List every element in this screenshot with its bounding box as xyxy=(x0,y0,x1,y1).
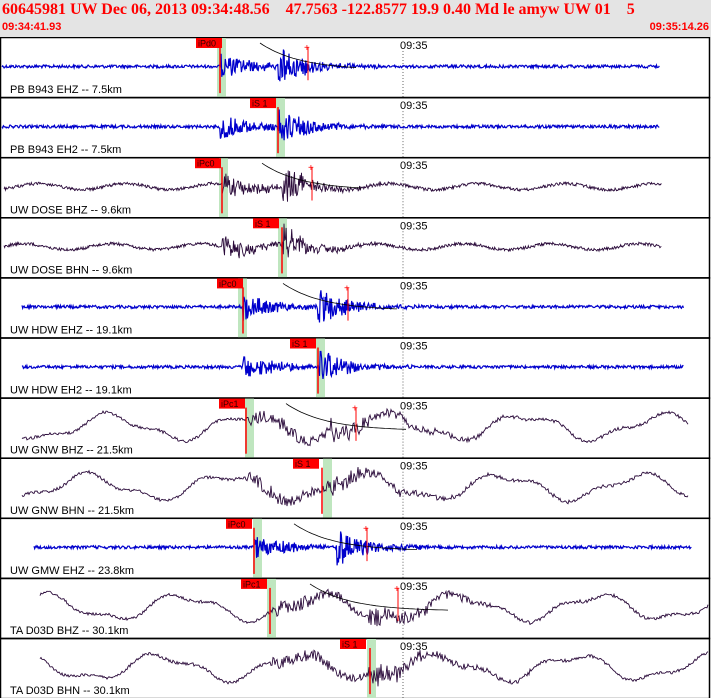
pick-tag-label: iS 1 xyxy=(255,219,271,229)
pick-tag-box[interactable] xyxy=(226,518,252,529)
station-label: UW DOSE BHZ -- 9.6km xyxy=(10,204,131,216)
waveform-trace xyxy=(1,109,660,141)
pick-tag-box[interactable] xyxy=(241,578,267,589)
window-start-time: 09:34:41.93 xyxy=(2,21,62,33)
trace-panel: 09:35 + iPc0 UW GMW EHZ -- 23.8km xyxy=(0,517,711,580)
pick-tag-label: iPc0 xyxy=(219,279,237,289)
waveform-trace xyxy=(33,531,692,566)
trace-panel: 09:35+ iPc1 TA D03D BHZ -- 30.1km xyxy=(0,577,711,640)
pick-tag-label: iS 1 xyxy=(292,339,308,349)
station-label: TA D03D BHZ -- 30.1km xyxy=(10,625,128,637)
station-label: UW GMW EHZ -- 23.8km xyxy=(10,565,134,577)
amplitude-plus-marker: + xyxy=(394,584,400,595)
station-label: PB B943 EH2 -- 7.5km xyxy=(10,144,121,156)
time-mark-label: 09:35 xyxy=(400,100,428,112)
window-end-time: 09:35:14.26 xyxy=(649,21,709,33)
waveform-trace xyxy=(1,49,660,82)
station-label: UW GNW BHZ -- 21.5km xyxy=(10,445,133,457)
trace-panel: 09:35 + iPc1 UW GNW BHZ -- 21.5km xyxy=(0,397,711,459)
trace-panel: 09:35 iS 1 UW DOSE BHN -- 9.6km xyxy=(0,217,711,279)
waveform-trace xyxy=(21,466,689,507)
pick-tag-label: iS 1 xyxy=(342,640,358,650)
trace-panel: 09:35 iS 1 PB B943 EH2 -- 7.5km xyxy=(0,96,711,159)
time-mark-label: 09:35 xyxy=(400,461,428,473)
pick-window xyxy=(367,639,376,698)
trace-panel: 09:35 + iPc0 UW HDW EHZ -- 19.1km xyxy=(0,277,711,339)
pick-tag-box[interactable] xyxy=(196,38,222,48)
event-header: 60645981 UW Dec 06, 2013 09:34:48.56 47.… xyxy=(0,0,711,37)
pick-tag-label: iS 1 xyxy=(295,459,311,469)
amplitude-plus-marker: + xyxy=(352,404,358,415)
station-label: UW DOSE BHN -- 9.6km xyxy=(10,264,132,276)
waveform-trace xyxy=(21,290,685,323)
pick-tag-box[interactable] xyxy=(217,278,243,289)
station-label: TA D03D BHN -- 30.1km xyxy=(10,685,130,697)
pick-tag-box[interactable] xyxy=(219,398,245,409)
amplitude-plus-marker: + xyxy=(304,43,310,54)
waveform-trace xyxy=(3,223,662,259)
pick-tag-box[interactable] xyxy=(253,218,279,229)
waveform-trace xyxy=(39,588,709,627)
time-mark-label: 09:35 xyxy=(400,521,428,533)
station-label: PB B943 EHZ -- 7.5km xyxy=(10,84,122,96)
event-title: 60645981 UW Dec 06, 2013 09:34:48.56 47.… xyxy=(2,1,635,18)
pick-tag-label: iPd0 xyxy=(198,39,216,49)
pick-tag-box[interactable] xyxy=(195,158,221,169)
pick-window xyxy=(323,458,332,518)
pick-tag-label: iPc1 xyxy=(221,399,239,409)
pick-tag-label: iPc0 xyxy=(197,159,215,169)
trace-panel: 09:35 iS 1 UW HDW EH2 -- 19.1km xyxy=(0,337,711,399)
time-mark-label: 09:35 xyxy=(400,401,428,413)
time-mark-label: 09:35 xyxy=(400,341,428,353)
time-mark-label: 09:35 xyxy=(400,641,428,653)
pick-tag-label: iPc0 xyxy=(228,519,246,529)
pick-tag-label: iPc1 xyxy=(243,579,261,589)
time-mark-label: 09:35 xyxy=(400,280,428,292)
panel-frame xyxy=(0,637,711,698)
pick-tag-label: iS 1 xyxy=(252,99,268,109)
station-label: UW GNW BHN -- 21.5km xyxy=(10,505,134,517)
pick-tag-box[interactable] xyxy=(290,338,316,349)
time-mark-label: 09:35 xyxy=(400,160,428,172)
time-mark-label: 09:35 xyxy=(400,581,428,593)
coda-decay-curve xyxy=(293,523,418,550)
waveform-trace xyxy=(3,170,662,202)
coda-decay-curve xyxy=(282,283,398,310)
trace-panel: 09:35 + iPd0 PB B943 EHZ -- 7.5km xyxy=(0,37,711,99)
trace-panel: 09:35 + iPc0 UW DOSE BHZ -- 9.6km xyxy=(0,156,711,219)
waveform-trace xyxy=(21,407,689,447)
waveform-trace xyxy=(39,649,709,687)
trace-panel: 09:35 iS 1 TA D03D BHN -- 30.1km xyxy=(0,637,711,698)
pick-tag-box[interactable] xyxy=(250,98,276,109)
trace-panel: 09:35 iS 1 UW GNW BHN -- 21.5km xyxy=(0,457,711,520)
amplitude-plus-marker: + xyxy=(344,283,350,294)
station-label: UW HDW EH2 -- 19.1km xyxy=(10,385,132,397)
amplitude-plus-marker: + xyxy=(308,163,314,174)
station-label: UW HDW EHZ -- 19.1km xyxy=(10,325,132,337)
coda-decay-curve xyxy=(309,583,449,611)
pick-tag-box[interactable] xyxy=(340,639,366,649)
pick-window xyxy=(267,578,276,638)
pick-tag-box[interactable] xyxy=(293,458,319,469)
waveform-trace xyxy=(21,350,684,379)
amplitude-plus-marker: + xyxy=(363,524,369,535)
pick-window xyxy=(316,338,325,398)
time-mark-label: 09:35 xyxy=(400,220,428,232)
time-mark-label: 09:35 xyxy=(400,40,428,52)
pick-window xyxy=(245,398,254,458)
coda-decay-curve xyxy=(285,403,407,430)
